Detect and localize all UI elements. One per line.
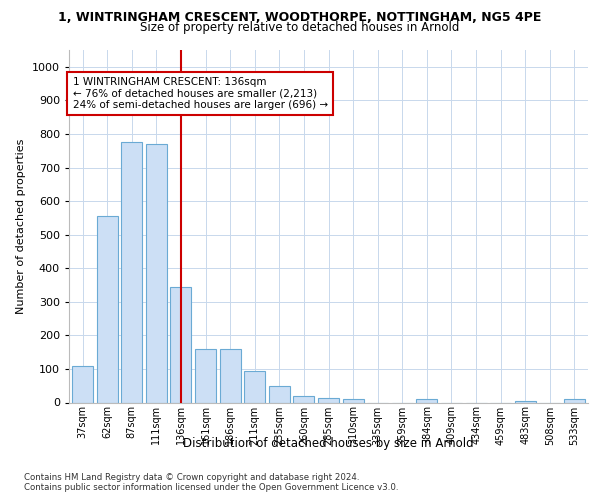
Bar — [318, 398, 339, 402]
Text: 1, WINTRINGHAM CRESCENT, WOODTHORPE, NOTTINGHAM, NG5 4PE: 1, WINTRINGHAM CRESCENT, WOODTHORPE, NOT… — [58, 11, 542, 24]
Bar — [170, 286, 191, 403]
Bar — [564, 399, 585, 402]
Text: Distribution of detached houses by size in Arnold: Distribution of detached houses by size … — [184, 438, 474, 450]
Bar — [293, 396, 314, 402]
Bar — [72, 366, 93, 403]
Y-axis label: Number of detached properties: Number of detached properties — [16, 138, 26, 314]
Bar — [220, 349, 241, 403]
Text: 1 WINTRINGHAM CRESCENT: 136sqm
← 76% of detached houses are smaller (2,213)
24% : 1 WINTRINGHAM CRESCENT: 136sqm ← 76% of … — [73, 77, 328, 110]
Bar — [195, 349, 216, 403]
Bar — [244, 370, 265, 402]
Text: Size of property relative to detached houses in Arnold: Size of property relative to detached ho… — [140, 22, 460, 35]
Text: Contains public sector information licensed under the Open Government Licence v3: Contains public sector information licen… — [24, 484, 398, 492]
Bar — [343, 399, 364, 402]
Bar — [146, 144, 167, 403]
Bar — [515, 401, 536, 402]
Bar — [97, 216, 118, 402]
Bar — [121, 142, 142, 402]
Bar — [416, 399, 437, 402]
Bar — [269, 386, 290, 402]
Text: Contains HM Land Registry data © Crown copyright and database right 2024.: Contains HM Land Registry data © Crown c… — [24, 472, 359, 482]
